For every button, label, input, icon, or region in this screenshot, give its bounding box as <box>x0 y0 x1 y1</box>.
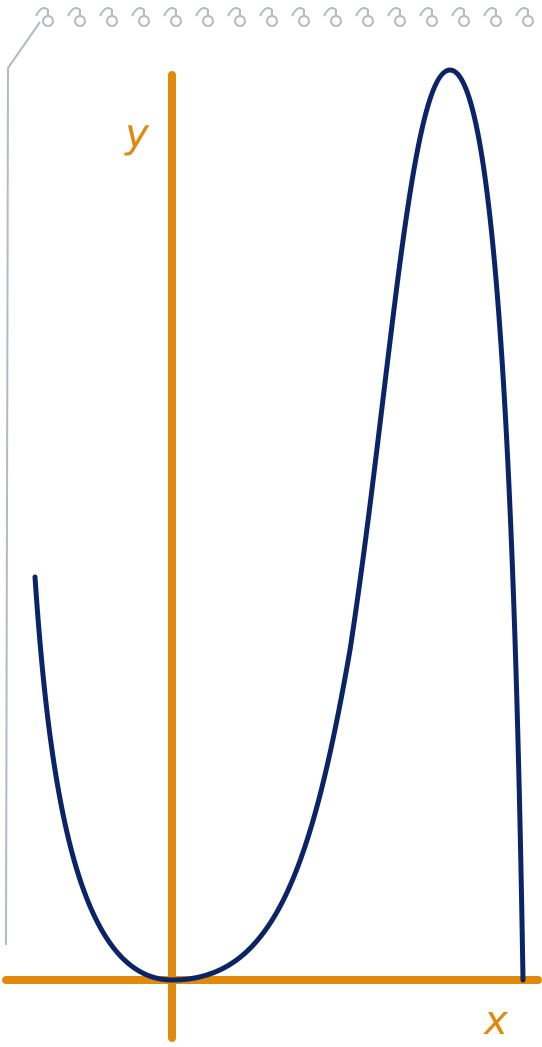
binding-hook <box>323 7 337 17</box>
binding-hook <box>515 7 529 17</box>
notebook-binding <box>35 7 534 27</box>
page-edge <box>5 21 41 946</box>
binding-ring <box>298 15 310 27</box>
binding-ring <box>202 15 214 27</box>
y-axis-label: y <box>124 111 150 157</box>
x-axis-label: x <box>482 998 508 1043</box>
binding-hook <box>387 7 401 17</box>
binding-hook <box>483 7 497 17</box>
binding-ring <box>458 15 470 27</box>
binding-hook <box>67 7 81 17</box>
binding-ring <box>330 15 342 27</box>
binding-ring <box>362 15 374 27</box>
binding-ring <box>266 15 278 27</box>
binding-ring <box>394 15 406 27</box>
binding-hook <box>355 7 369 17</box>
binding-hook <box>227 7 241 17</box>
binding-hook <box>163 7 177 17</box>
binding-ring <box>74 15 86 27</box>
binding-hook <box>451 7 465 17</box>
binding-ring <box>170 15 182 27</box>
binding-hook <box>419 7 433 17</box>
binding-hook <box>131 7 145 17</box>
binding-ring <box>106 15 118 27</box>
binding-hook <box>35 7 49 17</box>
binding-ring <box>138 15 150 27</box>
binding-hook <box>99 7 113 17</box>
binding-ring <box>490 15 502 27</box>
binding-ring <box>234 15 246 27</box>
binding-hook <box>291 7 305 17</box>
binding-hook <box>195 7 209 17</box>
curve <box>32 67 526 983</box>
binding-ring <box>42 15 54 27</box>
binding-ring <box>426 15 438 27</box>
binding-ring <box>522 15 534 27</box>
binding-hook <box>259 7 273 17</box>
